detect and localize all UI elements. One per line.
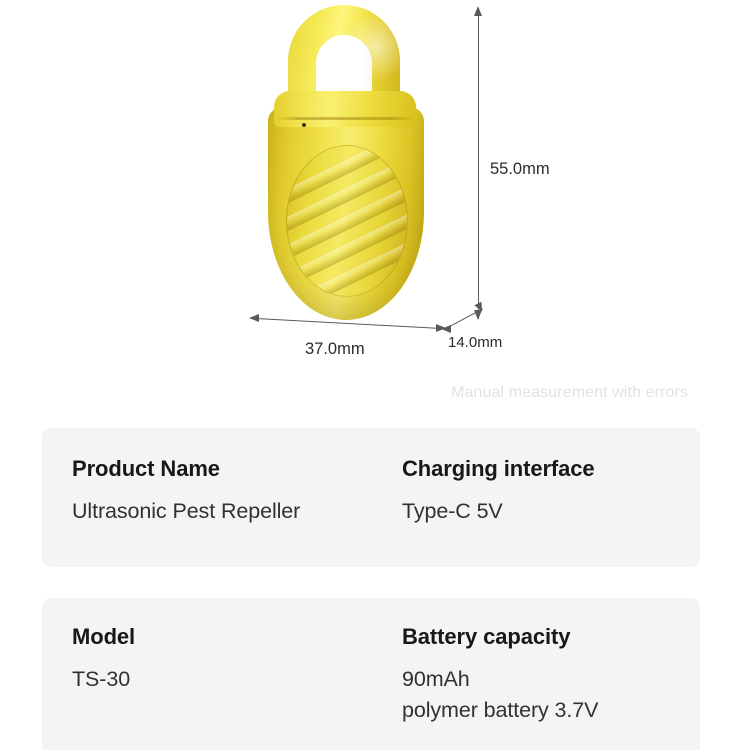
spec-value: 90mAh polymer battery 3.7V bbox=[402, 667, 599, 722]
width-dimension-label: 37.0mm bbox=[305, 340, 365, 358]
spec-column-charging-interface: Charging interface Type-C 5V bbox=[402, 456, 595, 527]
height-arrow-down-icon bbox=[474, 310, 482, 320]
spec-card-product-info: Product Name Ultrasonic Pest Repeller Ch… bbox=[42, 428, 700, 567]
depth-arrow-near-icon bbox=[441, 325, 451, 333]
spec-label: Battery capacity bbox=[402, 624, 571, 649]
spec-value: TS-30 bbox=[72, 667, 131, 691]
spec-card-model-battery: Model TS-30 Battery capacity 90mAh polyme… bbox=[42, 598, 700, 750]
product-cap-seam bbox=[276, 117, 414, 120]
measurement-disclaimer: Manual measurement with errors bbox=[451, 384, 688, 401]
spec-label: Charging interface bbox=[402, 456, 595, 481]
product-top-cap bbox=[274, 91, 416, 127]
spec-value: Ultrasonic Pest Repeller bbox=[72, 499, 301, 523]
spec-column-product-name: Product Name Ultrasonic Pest Repeller bbox=[72, 456, 300, 527]
height-arrow-up-icon bbox=[474, 6, 482, 16]
product-hero-section: 55.0mm 37.0mm 14.0mm Manual measurement … bbox=[249, 5, 688, 401]
spec-value: Type-C 5V bbox=[402, 499, 503, 523]
spec-label: Model bbox=[72, 624, 136, 649]
width-arrow-left-icon bbox=[249, 314, 259, 322]
height-dimension-label: 55.0mm bbox=[490, 160, 550, 178]
product-led-indicator bbox=[302, 123, 306, 127]
spec-label: Product Name bbox=[72, 456, 220, 481]
product-image bbox=[250, 5, 470, 320]
height-dimension-line bbox=[478, 14, 480, 319]
product-speaker-face bbox=[286, 145, 408, 297]
spec-column-battery-capacity: Battery capacity 90mAh polymer battery 3.… bbox=[402, 624, 598, 725]
spec-column-model: Model TS-30 bbox=[72, 624, 135, 695]
depth-dimension-label: 14.0mm bbox=[448, 334, 503, 351]
